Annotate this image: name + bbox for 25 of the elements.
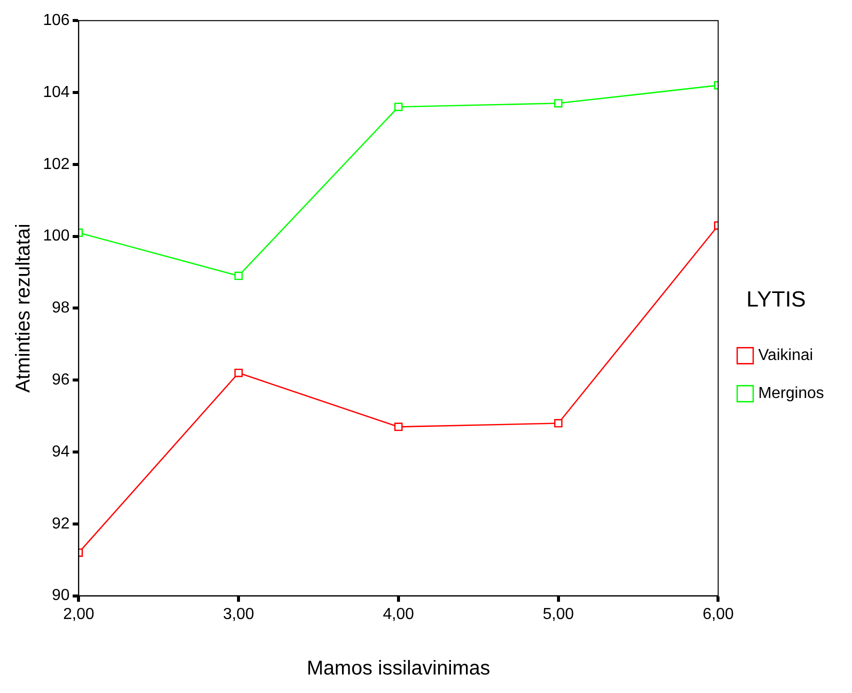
y-tick-label: 100	[42, 228, 70, 245]
x-tick-label: 6,00	[702, 606, 734, 623]
point	[234, 272, 243, 280]
y-tick-label: 90	[52, 587, 70, 604]
y-axis-title: Atminties rezultatai	[12, 224, 35, 393]
legend-label: Vaikinai	[758, 347, 814, 364]
y-tick-label: 94	[52, 443, 70, 460]
y-tick-label: 98	[52, 300, 70, 317]
x-axis-title: Mamos issilavinimas	[306, 658, 490, 680]
point	[394, 422, 403, 432]
x-tick-label: 4,00	[382, 606, 414, 623]
y-tick-label: 92	[52, 515, 70, 532]
y-tick-label: 106	[42, 12, 70, 30]
y-tick-label: 102	[42, 156, 70, 173]
point	[554, 99, 563, 108]
y-tick-label: 96	[52, 372, 70, 389]
legend-label: Merginos	[758, 385, 824, 402]
point	[554, 419, 563, 428]
point	[234, 368, 243, 378]
x-tick-label: 5,00	[542, 606, 574, 623]
x-tick-label: 3,00	[223, 606, 254, 623]
y-tick-label: 104	[42, 84, 70, 101]
x-tick-label: 2,00	[63, 606, 94, 623]
legend-title: LYTIS	[746, 286, 806, 312]
point	[394, 102, 403, 112]
